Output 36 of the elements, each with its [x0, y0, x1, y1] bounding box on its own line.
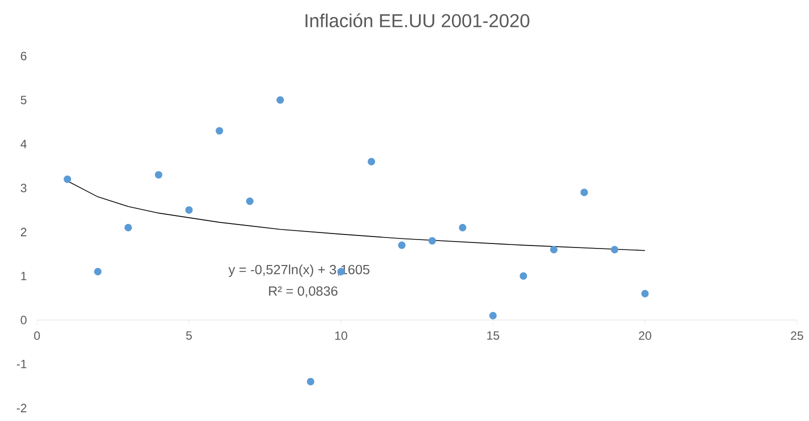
- x-tick-label: 15: [487, 331, 500, 340]
- y-tick-label: 0: [20, 316, 26, 324]
- point: [428, 237, 436, 245]
- y-tick-label: 6: [20, 52, 26, 60]
- y-tick-label: 2: [20, 228, 26, 236]
- point: [276, 96, 284, 104]
- x-tick-label: 25: [790, 331, 804, 340]
- x-tick-label: 20: [638, 331, 652, 340]
- y-tick-label: -2: [16, 404, 26, 412]
- point: [458, 224, 466, 232]
- point: [185, 206, 193, 214]
- y-tick-label: -1: [16, 360, 26, 368]
- point: [368, 158, 376, 166]
- point: [641, 290, 649, 298]
- y-tick-label: 5: [20, 96, 26, 104]
- annotation: R² = 0,0836: [269, 286, 338, 298]
- point: [154, 171, 162, 179]
- point: [124, 224, 132, 232]
- point: [216, 127, 224, 135]
- point: [550, 246, 558, 254]
- y-tick-label: 1: [21, 272, 26, 280]
- point: [520, 272, 528, 280]
- point: [610, 246, 618, 254]
- point: [489, 312, 497, 320]
- y-tick-label: 4: [20, 140, 27, 148]
- point: [306, 378, 314, 386]
- y-tick-label: 3: [20, 184, 26, 192]
- point: [580, 188, 588, 196]
- point: [94, 268, 102, 276]
- x-tick-label: 0: [34, 331, 40, 340]
- point: [246, 197, 254, 205]
- chart-title: Inflación EE.UU 2001-2020: [306, 13, 530, 28]
- x-tick-label: 5: [186, 331, 192, 340]
- point: [398, 241, 406, 249]
- point: [64, 175, 72, 183]
- x-tick-label: 10: [335, 331, 348, 340]
